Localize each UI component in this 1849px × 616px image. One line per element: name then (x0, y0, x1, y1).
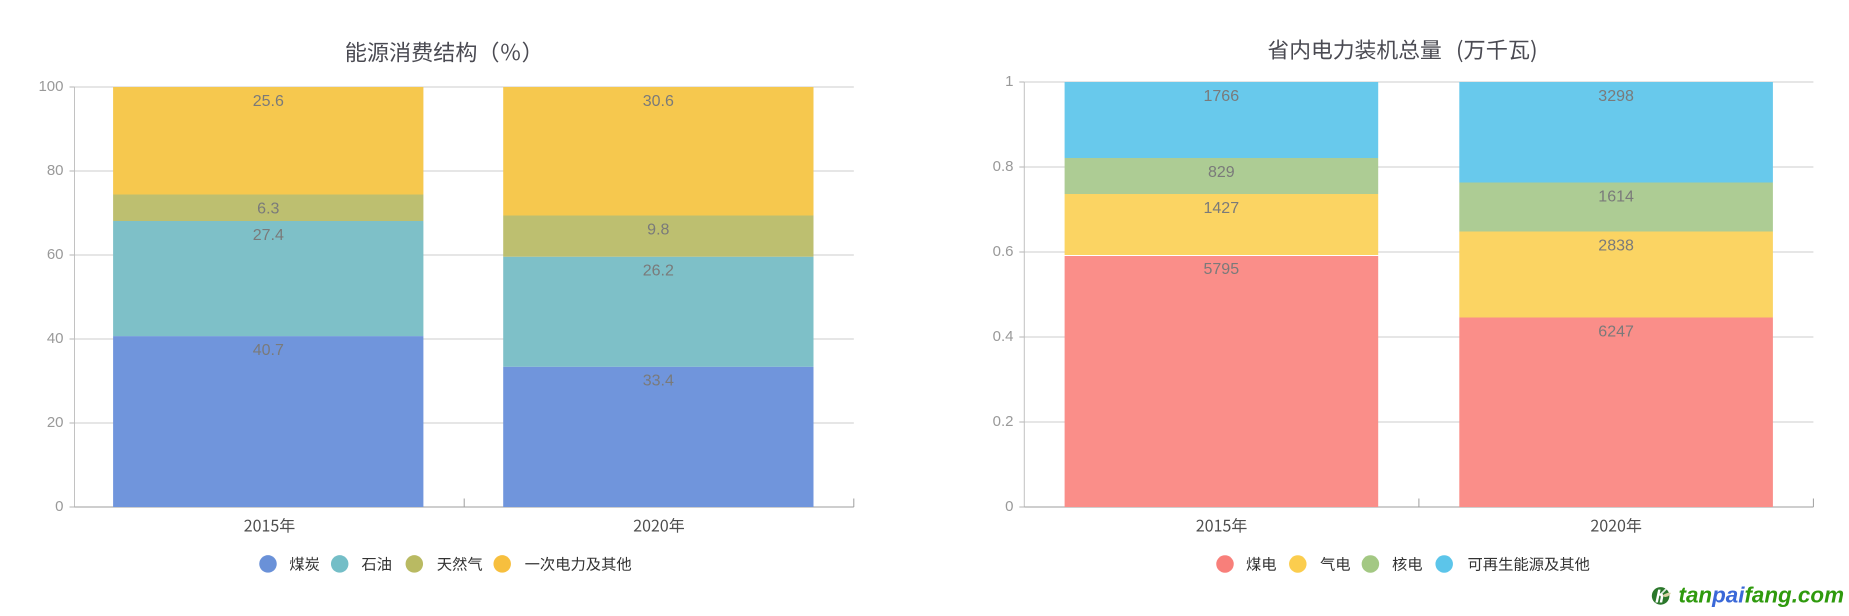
svg-text:25.6: 25.6 (253, 93, 284, 110)
svg-text:1: 1 (1005, 73, 1013, 90)
svg-text:2838: 2838 (1598, 237, 1634, 254)
svg-text:6.3: 6.3 (257, 200, 279, 217)
svg-text:100: 100 (38, 78, 63, 95)
svg-text:26.2: 26.2 (643, 263, 674, 280)
svg-text:5795: 5795 (1204, 261, 1240, 278)
svg-text:40: 40 (47, 330, 64, 347)
svg-text:60: 60 (47, 246, 64, 263)
svg-text:6247: 6247 (1598, 323, 1634, 340)
svg-text:829: 829 (1208, 164, 1235, 181)
svg-text:0.2: 0.2 (993, 413, 1014, 430)
svg-text:0.4: 0.4 (993, 328, 1014, 345)
svg-text:33.4: 33.4 (643, 373, 674, 390)
svg-text:0: 0 (1005, 498, 1013, 515)
svg-text:9.8: 9.8 (647, 221, 669, 238)
svg-text:80: 80 (47, 162, 64, 179)
svg-text:30.6: 30.6 (643, 93, 674, 110)
svg-text:3298: 3298 (1598, 88, 1634, 105)
svg-text:1766: 1766 (1204, 88, 1240, 105)
svg-text:40.7: 40.7 (253, 342, 284, 359)
svg-text:tanpaifang.com: tanpaifang.com (1679, 583, 1844, 608)
svg-text:0: 0 (55, 498, 63, 515)
svg-text:0.8: 0.8 (993, 158, 1014, 175)
svg-text:27.4: 27.4 (253, 227, 284, 244)
svg-text:0.6: 0.6 (993, 243, 1014, 260)
svg-text:1427: 1427 (1204, 200, 1240, 217)
svg-text:1614: 1614 (1598, 188, 1634, 205)
svg-text:20: 20 (47, 414, 64, 431)
